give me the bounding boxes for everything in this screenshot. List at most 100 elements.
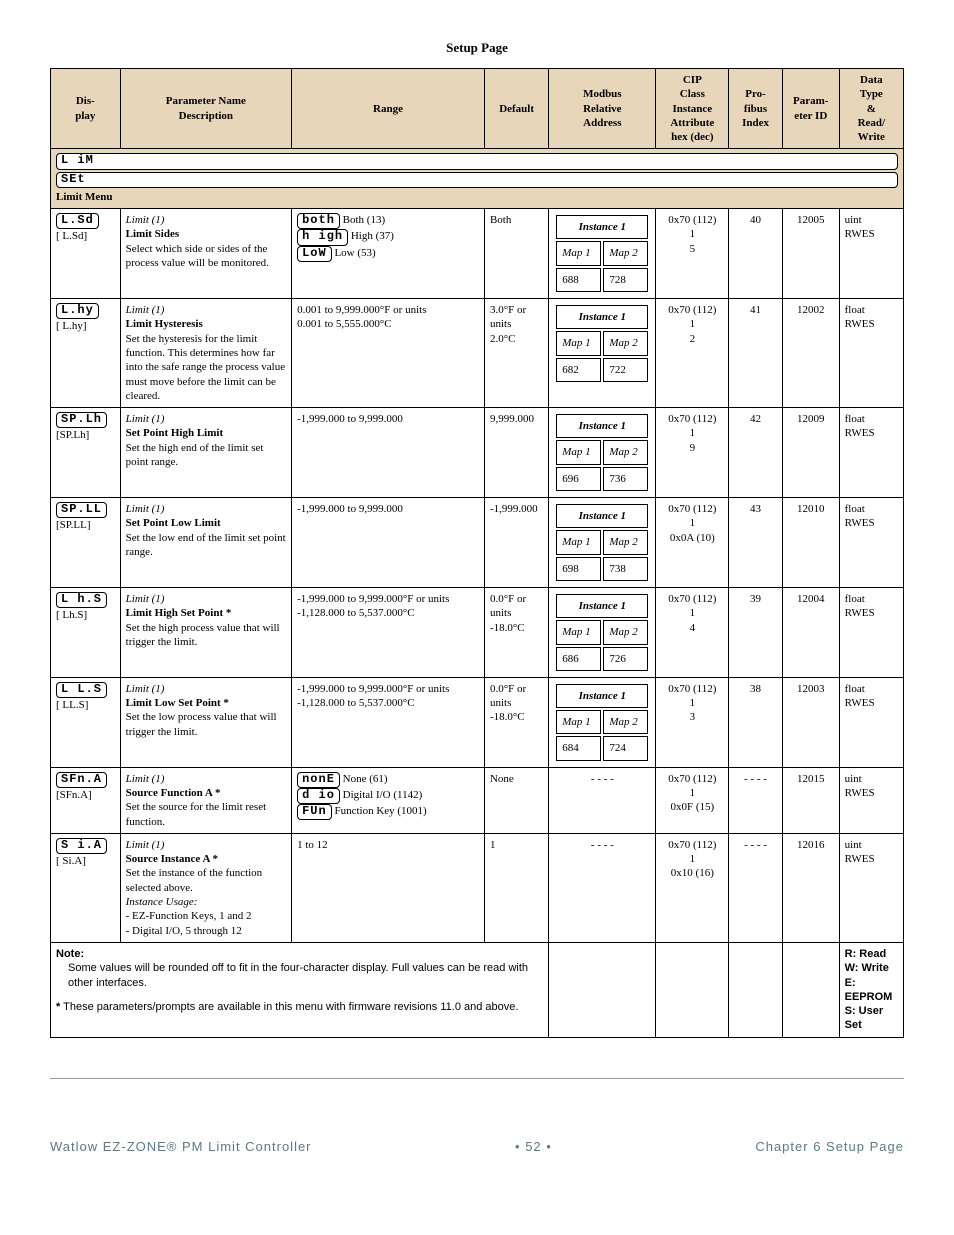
cip-cell: 0x70 (112)19 — [656, 408, 729, 498]
display-cell: SP.LL [SP.LL] — [51, 498, 121, 588]
param-desc: Set the source for the limit reset funct… — [126, 801, 267, 827]
default-cell: 9,999.000 — [484, 408, 548, 498]
footer-right: Chapter 6 Setup Page — [755, 1139, 904, 1154]
page-footer: Watlow EZ-ZONE® PM Limit Controller • 52… — [50, 1139, 904, 1154]
hdr-paramid: Param-eter ID — [782, 69, 839, 149]
param-desc: Set the high process value that will tri… — [126, 622, 280, 648]
paramid-cell: 12009 — [782, 408, 839, 498]
paramid-cell: 12003 — [782, 677, 839, 767]
param-group: Limit (1) — [126, 683, 165, 695]
hdr-range: Range — [292, 69, 485, 149]
paramid-cell: 12015 — [782, 767, 839, 833]
default-cell: 0.0°F or units-18.0°C — [484, 587, 548, 677]
display-cell: SP.Lh [SP.Lh] — [51, 408, 121, 498]
table-row: SP.LL [SP.LL] Limit (1) Set Point Low Li… — [51, 498, 904, 588]
display-label: [ Si.A] — [56, 855, 86, 867]
default-cell: -1,999.000 — [484, 498, 548, 588]
cip-cell: 0x70 (112)13 — [656, 677, 729, 767]
default-cell: 0.0°F or units-18.0°C — [484, 677, 548, 767]
modbus-cell: Instance 1 Map 1Map 2 688728 — [549, 209, 656, 299]
hdr-default: Default — [484, 69, 548, 149]
profibus-cell: - - - - — [729, 833, 783, 942]
modbus-cell: Instance 1 Map 1Map 2 682722 — [549, 299, 656, 408]
param-cell: Limit (1) Source Instance A * Set the in… — [120, 833, 291, 942]
table-row: SP.Lh [SP.Lh] Limit (1) Set Point High L… — [51, 408, 904, 498]
display-label: [ L.hy] — [56, 320, 87, 332]
table-row: L.hy [ L.hy] Limit (1) Limit Hysteresis … — [51, 299, 904, 408]
menu-seg2: SEt — [56, 172, 898, 188]
legend-cell: R: ReadW: WriteE: EEPROMS: User Set — [839, 942, 903, 1037]
param-desc: Set the low end of the limit set point r… — [126, 532, 286, 558]
hdr-display: Dis-play — [51, 69, 121, 149]
footer-divider — [50, 1078, 904, 1079]
footer-mid: • 52 • — [515, 1139, 552, 1154]
param-name: Limit Sides — [126, 228, 179, 240]
param-cell: Limit (1) Set Point High Limit Set the h… — [120, 408, 291, 498]
range-seg-label: Digital I/O (1142) — [340, 789, 422, 801]
cip-cell: 0x70 (112)10x10 (16) — [656, 833, 729, 942]
param-group: Limit (1) — [126, 413, 165, 425]
param-name: Limit Low Set Point * — [126, 697, 229, 709]
range-seg-label: Both (13) — [340, 214, 385, 226]
paramid-cell: 12004 — [782, 587, 839, 677]
display-cell: S i.A [ Si.A] — [51, 833, 121, 942]
cip-cell: 0x70 (112)14 — [656, 587, 729, 677]
range-seg-label: None (61) — [340, 773, 388, 785]
display-label: [ LL.S] — [56, 699, 88, 711]
range-cell: 1 to 12 — [292, 833, 485, 942]
display-label: [ L.Sd] — [56, 230, 87, 242]
cip-cell: 0x70 (112)12 — [656, 299, 729, 408]
note-cell: Note: Some values will be rounded off to… — [51, 942, 549, 1037]
param-name: Source Instance A * — [126, 853, 218, 865]
profibus-cell: 41 — [729, 299, 783, 408]
range-seg: h igh — [297, 229, 348, 245]
hdr-param: Parameter NameDescription — [120, 69, 291, 149]
param-desc: Set the low process value that will trig… — [126, 711, 277, 737]
note-empty — [729, 942, 783, 1037]
default-cell: None — [484, 767, 548, 833]
param-desc: Set the hysteresis for the limit functio… — [126, 333, 285, 402]
instance-usage-title: Instance Usage: — [126, 895, 286, 909]
display-cell: L.Sd [ L.Sd] — [51, 209, 121, 299]
table-row: S i.A [ Si.A] Limit (1) Source Instance … — [51, 833, 904, 942]
range-seg: d io — [297, 788, 340, 804]
display-seg: SP.Lh — [56, 412, 107, 428]
param-name: Limit Hysteresis — [126, 318, 203, 330]
menu-label: Limit Menu — [56, 191, 113, 203]
page-title: Setup Page — [50, 40, 904, 56]
param-name: Source Function A * — [126, 787, 221, 799]
range-seg: both — [297, 213, 340, 229]
param-desc: Select which side or sides of the proces… — [126, 243, 269, 269]
range-cell: both Both (13)h igh High (37)LoW Low (53… — [292, 209, 485, 299]
range-cell: -1,999.000 to 9,999.000 — [292, 408, 485, 498]
default-cell: 3.0°F or units2.0°C — [484, 299, 548, 408]
default-cell: Both — [484, 209, 548, 299]
range-seg-label: Function Key (1001) — [332, 805, 427, 817]
param-name: Limit High Set Point * — [126, 607, 232, 619]
profibus-cell: 43 — [729, 498, 783, 588]
datatype-cell: floatRWES — [839, 408, 903, 498]
display-label: [SP.LL] — [56, 519, 91, 531]
profibus-cell: 38 — [729, 677, 783, 767]
display-seg: SFn.A — [56, 772, 107, 788]
param-group: Limit (1) — [126, 839, 165, 851]
note-text2: * These parameters/prompts are available… — [56, 1000, 543, 1014]
display-seg: L.Sd — [56, 213, 99, 229]
display-label: [ Lh.S] — [56, 609, 87, 621]
display-cell: L h.S [ Lh.S] — [51, 587, 121, 677]
range-cell: -1,999.000 to 9,999.000 — [292, 498, 485, 588]
datatype-cell: uintRWES — [839, 209, 903, 299]
instance-usage-item: - Digital I/O, 5 through 12 — [126, 924, 286, 938]
param-cell: Limit (1) Limit Sides Select which side … — [120, 209, 291, 299]
note-empty — [782, 942, 839, 1037]
profibus-cell: 39 — [729, 587, 783, 677]
param-group: Limit (1) — [126, 304, 165, 316]
hdr-modbus: ModbusRelativeAddress — [549, 69, 656, 149]
note-row: Note: Some values will be rounded off to… — [51, 942, 904, 1037]
hdr-datatype: DataType&Read/Write — [839, 69, 903, 149]
display-label: [SP.Lh] — [56, 429, 89, 441]
range-cell: -1,999.000 to 9,999.000°F or units-1,128… — [292, 677, 485, 767]
param-group: Limit (1) — [126, 214, 165, 226]
param-desc: Set the instance of the function selecte… — [126, 867, 263, 893]
datatype-cell: floatRWES — [839, 299, 903, 408]
